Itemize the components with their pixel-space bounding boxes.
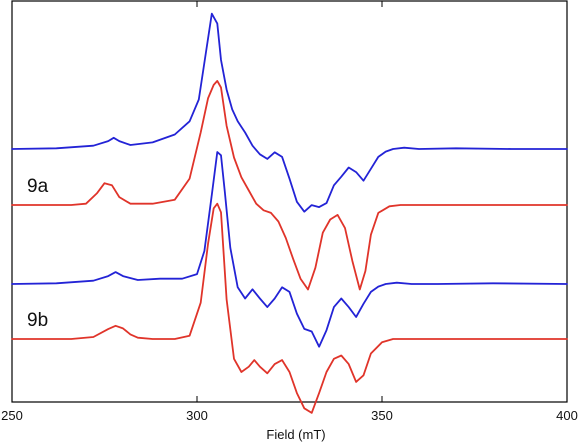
series-layer [11, 12, 568, 414]
x-tick-label-250: 250 [1, 408, 23, 423]
series-9a-experimental-line [11, 12, 568, 213]
label-9b: 9b [27, 310, 48, 331]
plot-area [11, 0, 568, 414]
series-9b-experimental-line [11, 151, 568, 348]
x-tick-label-400: 400 [556, 408, 578, 423]
series-9b-simulated-line [11, 202, 568, 414]
series-9a-simulated-line [11, 80, 568, 291]
x-tick-label-350: 350 [371, 408, 393, 423]
x-axis-ticks [11, 1, 568, 402]
x-tick-label-300: 300 [186, 408, 208, 423]
plot-frame [11, 0, 568, 403]
x-axis-title: Field (mT) [266, 427, 325, 442]
label-9a: 9a [27, 176, 49, 197]
